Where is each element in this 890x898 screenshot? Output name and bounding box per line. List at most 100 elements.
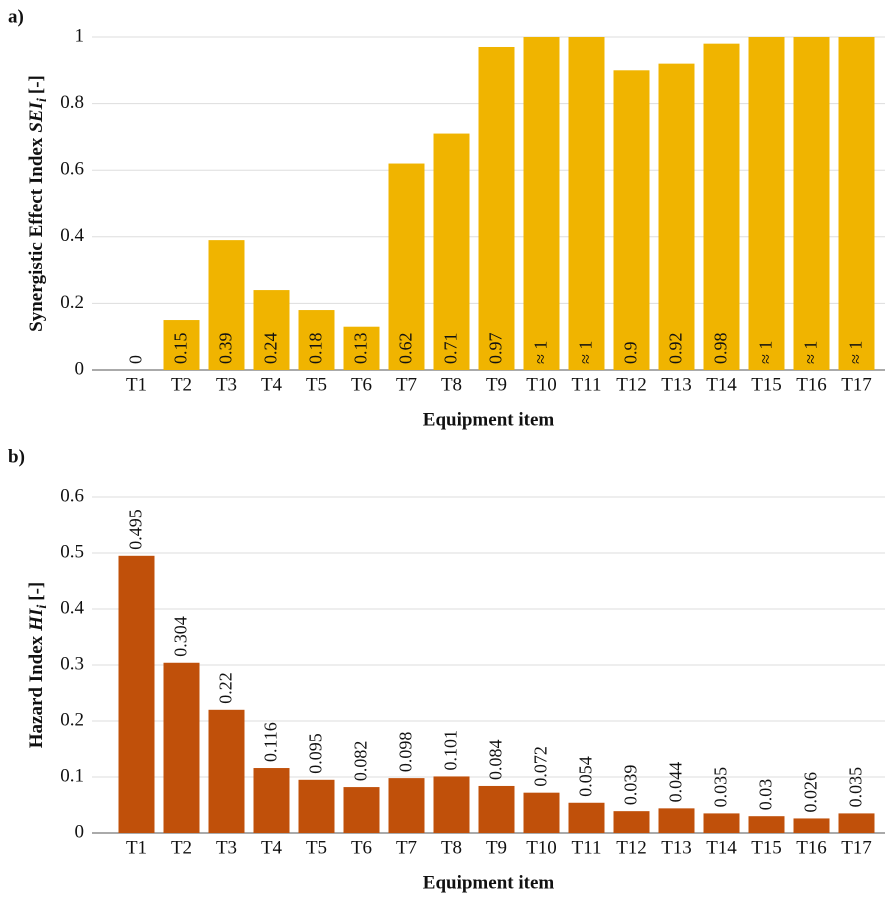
y-axis-label: Synergistic Effect Index SEIi [-] [26, 75, 50, 332]
y-tick-label: 0.4 [60, 225, 84, 246]
y-tick-label: 0.1 [60, 765, 84, 786]
y-label-text: Synergistic Effect Index [26, 137, 47, 332]
y-tick-label: 0.3 [60, 653, 84, 674]
bar [208, 709, 245, 833]
value-label: 0.039 [621, 765, 641, 806]
value-label: ≈ 1 [531, 341, 551, 364]
y-label-unit: [-] [26, 582, 47, 601]
value-label: 0.116 [261, 722, 281, 762]
bar [793, 37, 830, 370]
y-tick-label: 0 [75, 821, 85, 842]
bar [613, 70, 650, 371]
bar [523, 792, 560, 833]
bar [613, 811, 650, 833]
bar [253, 768, 290, 833]
x-tick-label: T7 [396, 374, 417, 395]
value-label: 0 [126, 355, 146, 364]
panel-label: a) [8, 6, 24, 27]
bar [478, 46, 515, 371]
bar [703, 813, 740, 833]
x-tick-label: T15 [751, 837, 782, 858]
x-tick-label: T2 [171, 374, 192, 395]
value-label: 0.9 [621, 342, 641, 365]
x-tick-label: T1 [126, 837, 147, 858]
bar [703, 43, 740, 370]
x-tick-label: T10 [526, 374, 557, 395]
x-tick-label: T8 [441, 374, 462, 395]
value-label: ≈ 1 [846, 341, 866, 364]
y-tick-label: 0.6 [60, 159, 84, 180]
x-tick-label: T3 [216, 374, 237, 395]
y-label-symbol: HI [26, 608, 47, 632]
bar [793, 818, 830, 833]
x-tick-label: T16 [796, 837, 827, 858]
bar [208, 240, 245, 370]
bar [838, 37, 875, 370]
value-label: 0.18 [306, 333, 326, 365]
value-label: 0.101 [441, 730, 461, 771]
x-tick-label: T14 [706, 374, 737, 395]
value-label: 0.495 [126, 509, 146, 550]
x-tick-label: T9 [486, 374, 507, 395]
y-label-symbol: SEI [26, 101, 47, 132]
y-tick-label: 0.2 [60, 709, 84, 730]
bar [163, 662, 200, 833]
x-tick-label: T1 [126, 374, 147, 395]
value-label: 0.13 [351, 333, 371, 365]
x-axis-label: Equipment item [423, 872, 555, 893]
value-label: ≈ 1 [756, 341, 776, 364]
bar [253, 290, 290, 370]
value-label: 0.22 [216, 672, 236, 704]
bar [118, 555, 155, 833]
bar [838, 813, 875, 833]
bar [298, 310, 335, 370]
bar [343, 787, 380, 833]
y-tick-label: 0.6 [60, 485, 84, 506]
y-label-unit: [-] [26, 75, 47, 94]
x-tick-label: T11 [572, 374, 602, 395]
value-label: 0.98 [711, 333, 731, 365]
x-tick-label: T8 [441, 837, 462, 858]
x-tick-label: T4 [261, 837, 283, 858]
bar [343, 326, 380, 370]
x-tick-label: T2 [171, 837, 192, 858]
bar [748, 816, 785, 833]
y-tick-label: 0.2 [60, 292, 84, 313]
x-tick-label: T16 [796, 374, 827, 395]
value-label: 0.39 [216, 333, 236, 365]
y-label-text: Hazard Index [26, 635, 47, 748]
y-label-subscript: i [35, 605, 50, 609]
y-tick-label: 0.5 [60, 541, 84, 562]
bar [658, 808, 695, 833]
value-label: 0.026 [801, 772, 821, 813]
x-tick-label: T12 [616, 837, 647, 858]
y-tick-label: 0.8 [60, 92, 84, 113]
value-label: 0.082 [351, 741, 371, 782]
x-tick-label: T6 [351, 374, 372, 395]
bar [523, 37, 560, 370]
bar [388, 163, 425, 370]
bar [658, 63, 695, 370]
bar [433, 133, 470, 370]
x-tick-label: T17 [841, 374, 872, 395]
y-tick-label: 0 [75, 358, 85, 379]
bar [163, 320, 200, 370]
value-label: 0.098 [396, 732, 416, 773]
x-tick-label: T13 [661, 374, 692, 395]
value-label: 0.044 [666, 762, 686, 803]
y-tick-label: 0.4 [60, 597, 84, 618]
panel-label: b) [8, 446, 25, 467]
x-tick-label: T9 [486, 837, 507, 858]
bar [748, 37, 785, 370]
value-label: ≈ 1 [576, 341, 596, 364]
value-label: ≈ 1 [801, 341, 821, 364]
x-tick-label: T15 [751, 374, 782, 395]
value-label: 0.62 [396, 333, 416, 365]
value-label: 0.072 [531, 746, 551, 787]
x-tick-label: T14 [706, 837, 737, 858]
value-label: 0.92 [666, 333, 686, 365]
x-tick-label: T4 [261, 374, 283, 395]
value-label: 0.71 [441, 333, 461, 365]
value-label: 0.97 [486, 333, 506, 365]
